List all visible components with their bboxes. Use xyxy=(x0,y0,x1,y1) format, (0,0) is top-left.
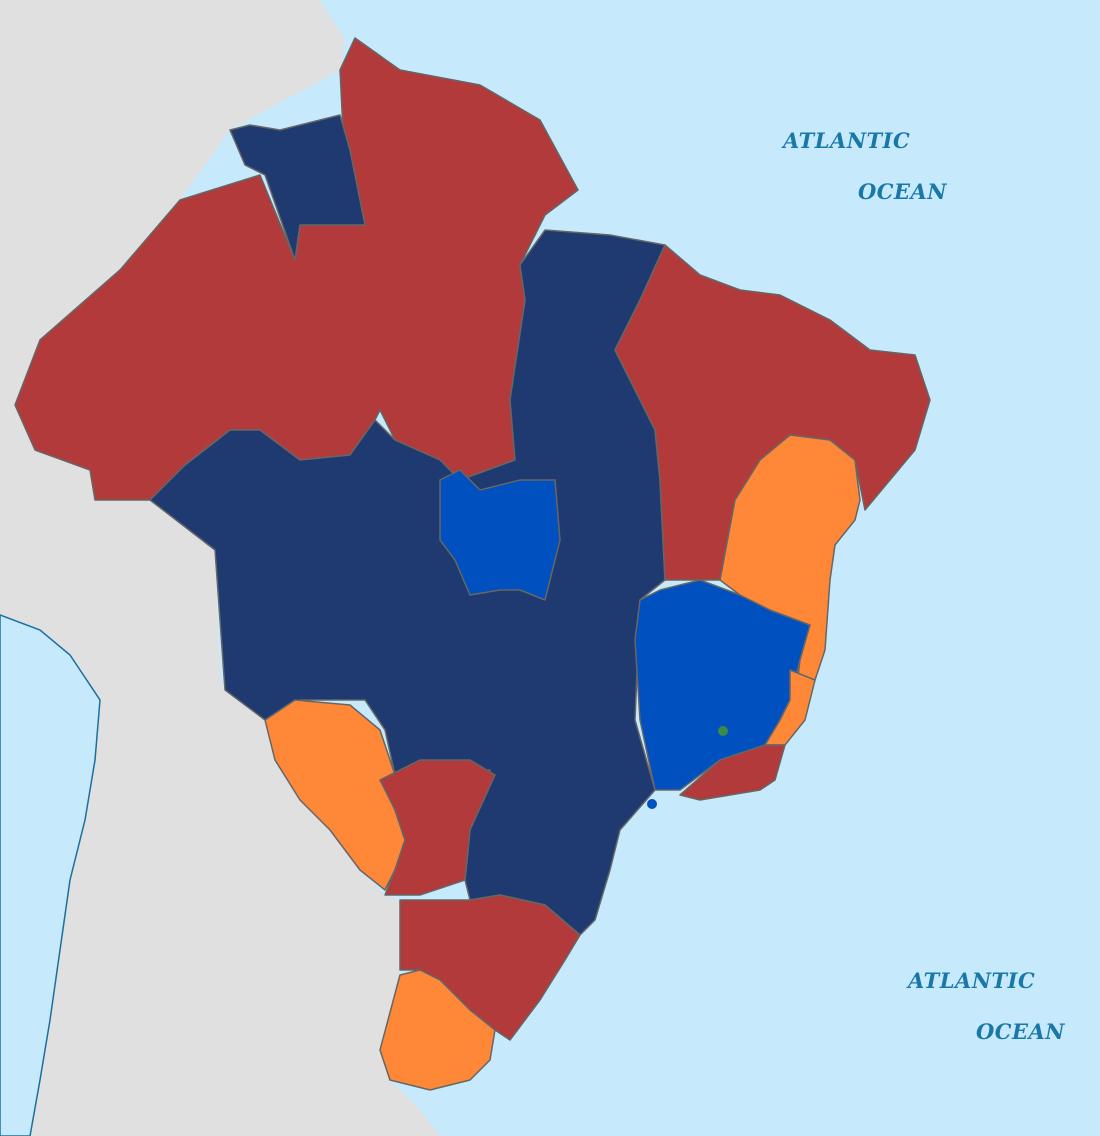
region-dark-blue-north xyxy=(229,114,366,261)
ocean-label-bottom-line1: ATLANTIC xyxy=(906,968,1035,993)
ocean-label-top-line1: ATLANTIC xyxy=(781,128,910,153)
ocean-label-top-line2: OCEAN xyxy=(858,179,947,204)
city-dot xyxy=(647,799,657,809)
region-orange-south xyxy=(379,969,496,1091)
region-red-southwest xyxy=(379,759,496,896)
region-blue-central xyxy=(439,469,561,601)
capital-dot xyxy=(718,726,728,736)
region-orange-east xyxy=(719,434,861,701)
region-red-northeast xyxy=(614,244,931,581)
region-red-southeast-coast xyxy=(679,744,786,801)
neighbor-land xyxy=(0,0,440,1136)
pacific-ocean xyxy=(0,614,101,1136)
ocean-label-bottom-line2: OCEAN xyxy=(976,1019,1065,1044)
